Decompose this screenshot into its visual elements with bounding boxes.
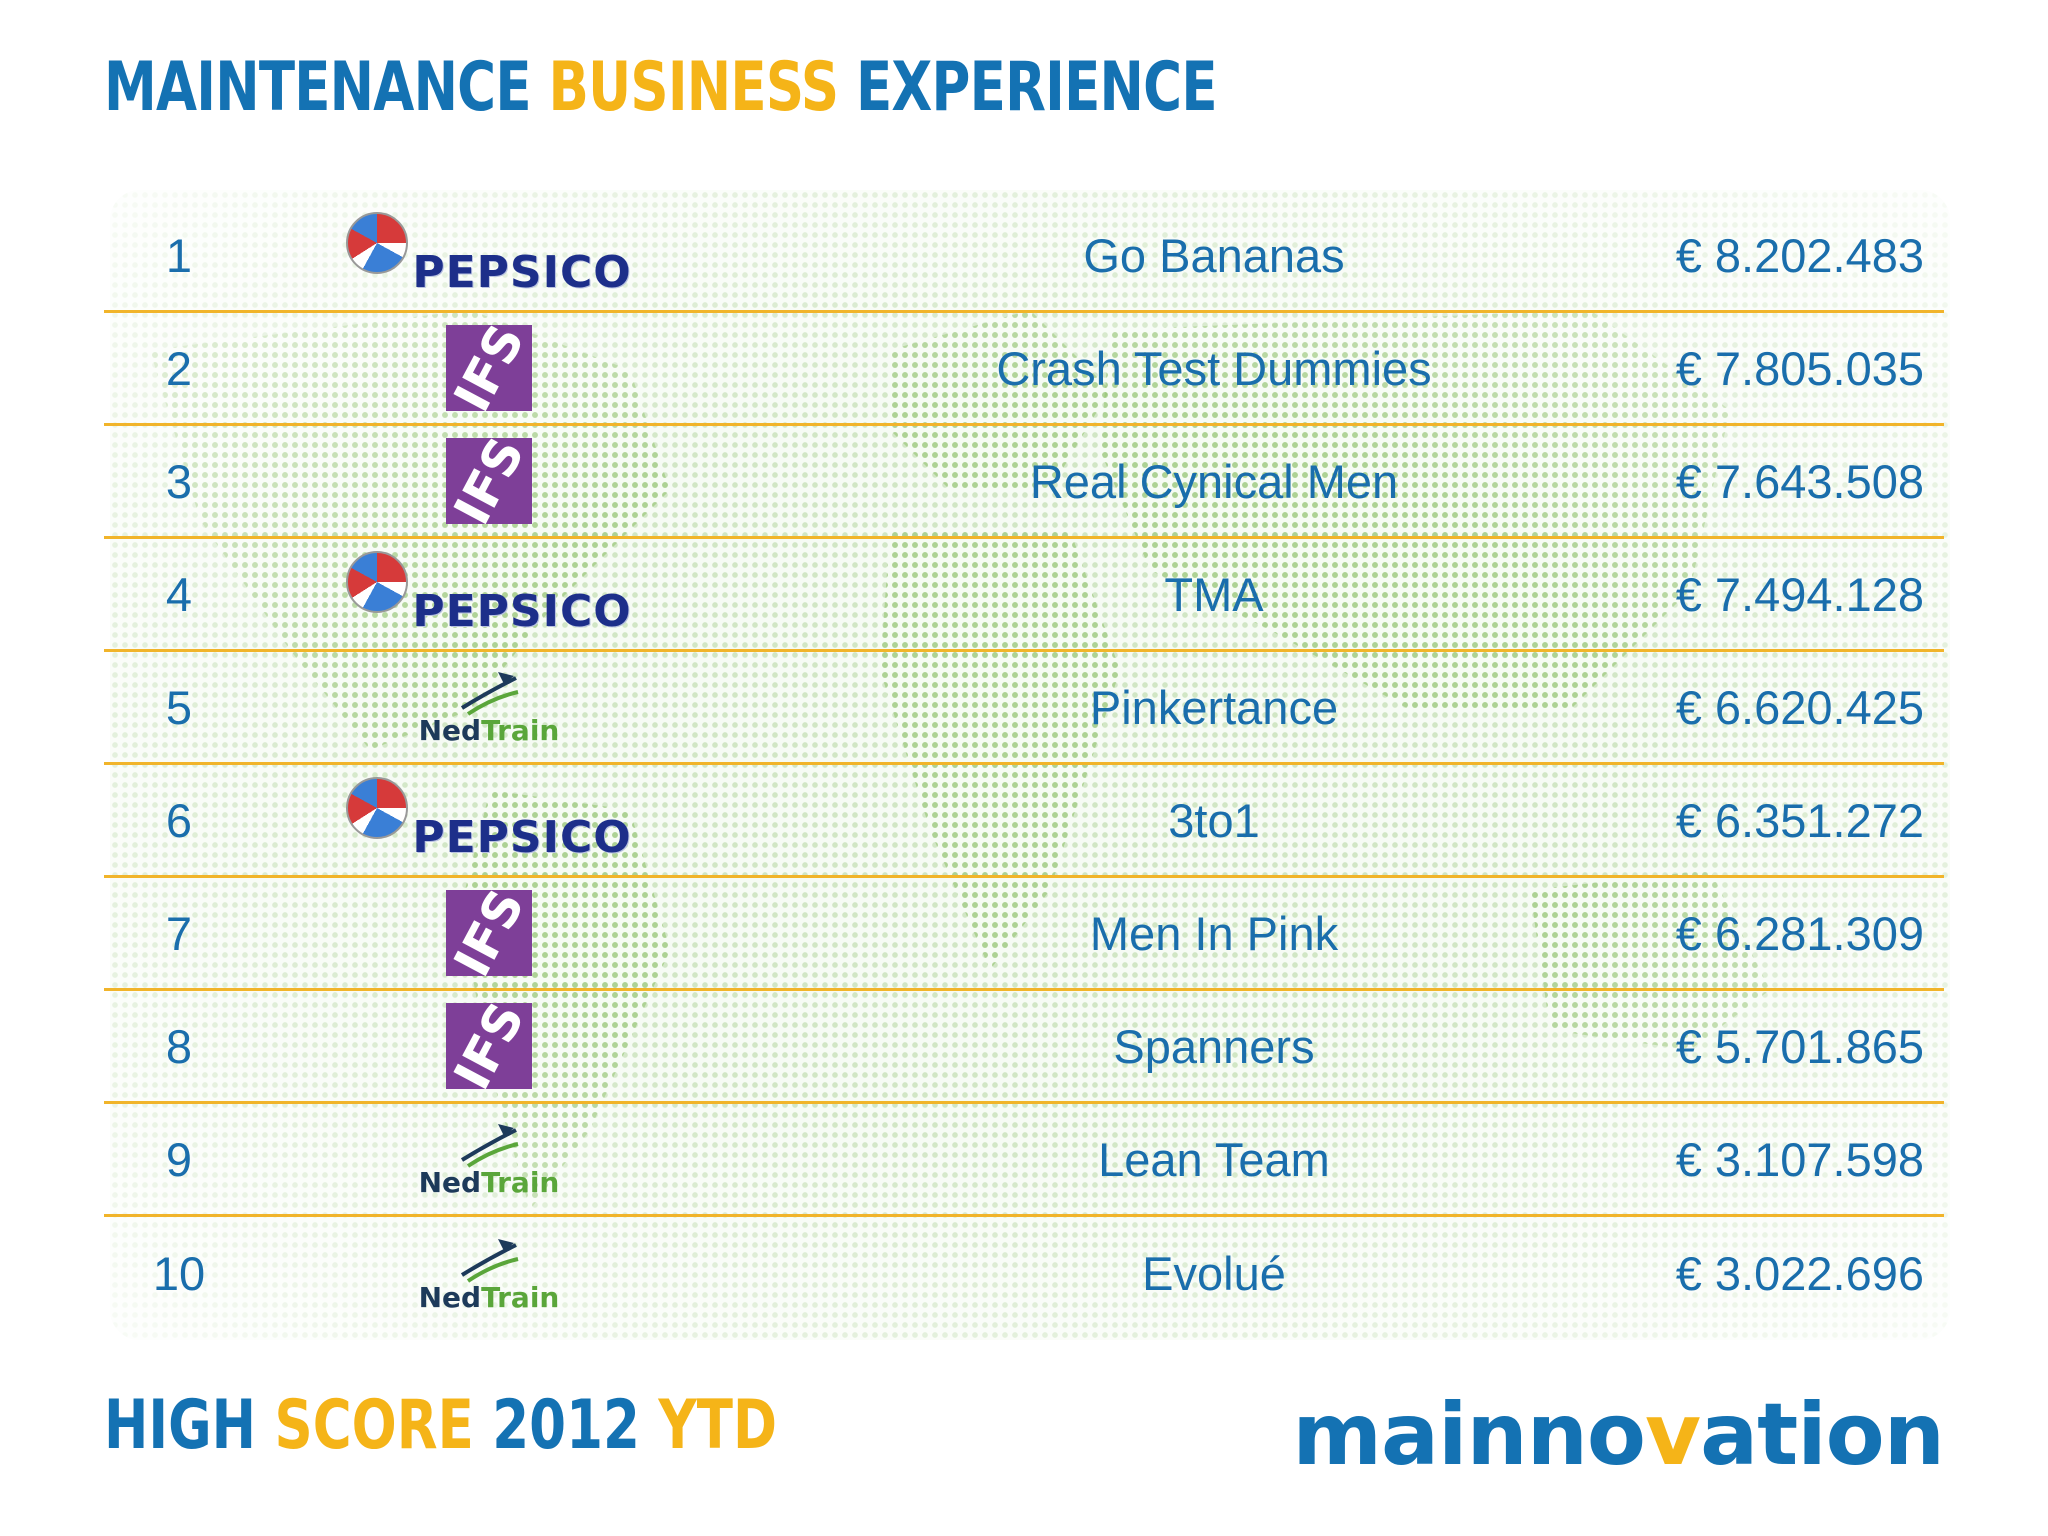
rank-number: 6 xyxy=(165,793,193,847)
nedtrain-swoosh-icon xyxy=(460,1238,519,1283)
nedtrain-wordmark: NedTrain xyxy=(419,1168,560,1198)
company-logo-cell: IFS xyxy=(299,313,679,423)
footer-part-3: 2012 xyxy=(473,1386,659,1465)
rank-number: 3 xyxy=(165,454,193,508)
nedtrain-word-train: Train xyxy=(481,1166,560,1199)
brand-part-1: mainno xyxy=(1292,1385,1646,1485)
rank-number: 2 xyxy=(165,341,193,395)
rank-number: 8 xyxy=(165,1019,193,1073)
pepsico-globe-icon xyxy=(346,212,409,274)
team-name: Crash Test Dummies xyxy=(996,341,1432,395)
title-part-1: MAINTENANCE xyxy=(104,48,549,127)
ifs-logo: IFS xyxy=(446,890,532,976)
team-name: Men In Pink xyxy=(1089,906,1339,960)
ifs-wordmark: IFS xyxy=(446,1003,532,1089)
footer-part-4: YTD xyxy=(658,1386,777,1465)
team-score: € 6.281.309 xyxy=(1675,906,1924,960)
team-name: 3to1 xyxy=(1168,793,1260,847)
nedtrain-word-train: Train xyxy=(481,714,560,747)
company-logo-cell: NedTrain xyxy=(299,652,679,762)
table-row: 3 IFS Real Cynical Men € 7.643.508 xyxy=(104,426,1944,539)
pepsico-globe-icon xyxy=(346,777,409,839)
ifs-logo: IFS xyxy=(446,325,532,411)
pepsico-globe-icon xyxy=(346,551,409,613)
nedtrain-logo: NedTrain xyxy=(418,1235,560,1314)
pepsico-logo: PEPSICO xyxy=(346,551,631,637)
team-name: TMA xyxy=(1164,567,1264,621)
rank-number: 7 xyxy=(165,906,193,960)
nedtrain-logo: NedTrain xyxy=(419,1120,560,1198)
nedtrain-word-ned: Ned xyxy=(418,1280,482,1314)
team-score: € 8.202.483 xyxy=(1675,228,1924,282)
company-logo-cell: PEPSICO xyxy=(299,539,679,649)
company-logo-cell: NedTrain xyxy=(299,1104,679,1214)
ifs-logo: IFS xyxy=(446,438,532,524)
mainnovation-logo: mainnovation xyxy=(1292,1385,1945,1485)
pepsico-wordmark: PEPSICO xyxy=(412,812,632,863)
team-name: Go Bananas xyxy=(1083,228,1345,282)
company-logo-cell: NedTrain xyxy=(299,1217,679,1330)
team-name: Lean Team xyxy=(1098,1132,1330,1186)
team-name: Real Cynical Men xyxy=(1029,454,1399,508)
rank-number: 4 xyxy=(165,567,193,621)
team-score: € 7.494.128 xyxy=(1675,567,1924,621)
ifs-wordmark: IFS xyxy=(446,438,532,524)
nedtrain-swoosh-icon xyxy=(460,1124,519,1168)
pepsico-wordmark: PEPSICO xyxy=(412,247,632,298)
map-vignette xyxy=(110,190,1950,1340)
brand-part-2: v xyxy=(1645,1385,1701,1485)
rank-number: 9 xyxy=(165,1132,193,1186)
brand-part-3: ation xyxy=(1700,1385,1945,1485)
pepsico-wordmark: PEPSICO xyxy=(412,586,632,637)
footer-part-2: SCORE xyxy=(274,1386,474,1465)
company-logo-cell: IFS xyxy=(299,991,679,1101)
table-row: 10 NedTrain Evolué € 3.022.696 xyxy=(104,1217,1944,1330)
team-name: Spanners xyxy=(1113,1019,1315,1073)
ifs-logo: IFS xyxy=(446,1003,532,1089)
team-score: € 3.022.696 xyxy=(1675,1247,1924,1300)
table-row: 8 IFS Spanners € 5.701.865 xyxy=(104,991,1944,1104)
team-name: Pinkertance xyxy=(1089,680,1339,734)
nedtrain-swoosh-icon xyxy=(460,672,519,716)
rank-number: 10 xyxy=(152,1247,206,1300)
company-logo-cell: IFS xyxy=(299,878,679,988)
ifs-wordmark: IFS xyxy=(446,325,532,411)
rank-number: 5 xyxy=(165,680,193,734)
company-logo-cell: IFS xyxy=(299,426,679,536)
company-logo-cell: PEPSICO xyxy=(299,765,679,875)
team-score: € 5.701.865 xyxy=(1675,1019,1924,1073)
table-row: 4 PEPSICO TMA € 7.494.128 xyxy=(104,539,1944,652)
title-part-3: EXPERIENCE xyxy=(838,48,1218,127)
page-title: MAINTENANCE BUSINESS EXPERIENCE xyxy=(104,48,1218,127)
nedtrain-wordmark: NedTrain xyxy=(418,1280,560,1314)
footer-title: HIGH SCORE 2012 YTD xyxy=(104,1386,777,1465)
nedtrain-word-ned: Ned xyxy=(418,714,482,747)
nedtrain-word-train: Train xyxy=(481,1280,560,1314)
table-row: 5 NedTrain Pinkertance € 6.620.425 xyxy=(104,652,1944,765)
table-row: 7 IFS Men In Pink € 6.281.309 xyxy=(104,878,1944,991)
nedtrain-logo: NedTrain xyxy=(419,668,560,746)
pepsico-logo: PEPSICO xyxy=(346,777,631,863)
table-row: 9 NedTrain Lean Team € 3.107.598 xyxy=(104,1104,1944,1217)
ranking-table: 1 PEPSICO Go Bananas € 8.202.483 2 IFS Crash T… xyxy=(104,200,1944,1330)
pepsico-logo: PEPSICO xyxy=(346,212,631,298)
team-score: € 6.351.272 xyxy=(1675,793,1924,847)
table-row: 1 PEPSICO Go Bananas € 8.202.483 xyxy=(104,200,1944,313)
footer-part-1: HIGH xyxy=(104,1386,275,1465)
table-row: 2 IFS Crash Test Dummies € 7.805.035 xyxy=(104,313,1944,426)
ifs-wordmark: IFS xyxy=(446,890,532,976)
rank-number: 1 xyxy=(165,228,193,282)
team-score: € 7.805.035 xyxy=(1675,341,1924,395)
company-logo-cell: PEPSICO xyxy=(299,200,679,310)
team-score: € 3.107.598 xyxy=(1675,1132,1924,1186)
title-part-2: BUSINESS xyxy=(548,48,839,127)
team-score: € 6.620.425 xyxy=(1675,680,1924,734)
team-score: € 7.643.508 xyxy=(1675,454,1924,508)
nedtrain-wordmark: NedTrain xyxy=(419,716,560,746)
nedtrain-word-ned: Ned xyxy=(418,1166,482,1199)
table-row: 6 PEPSICO 3to1 € 6.351.272 xyxy=(104,765,1944,878)
team-name: Evolué xyxy=(1142,1247,1286,1300)
